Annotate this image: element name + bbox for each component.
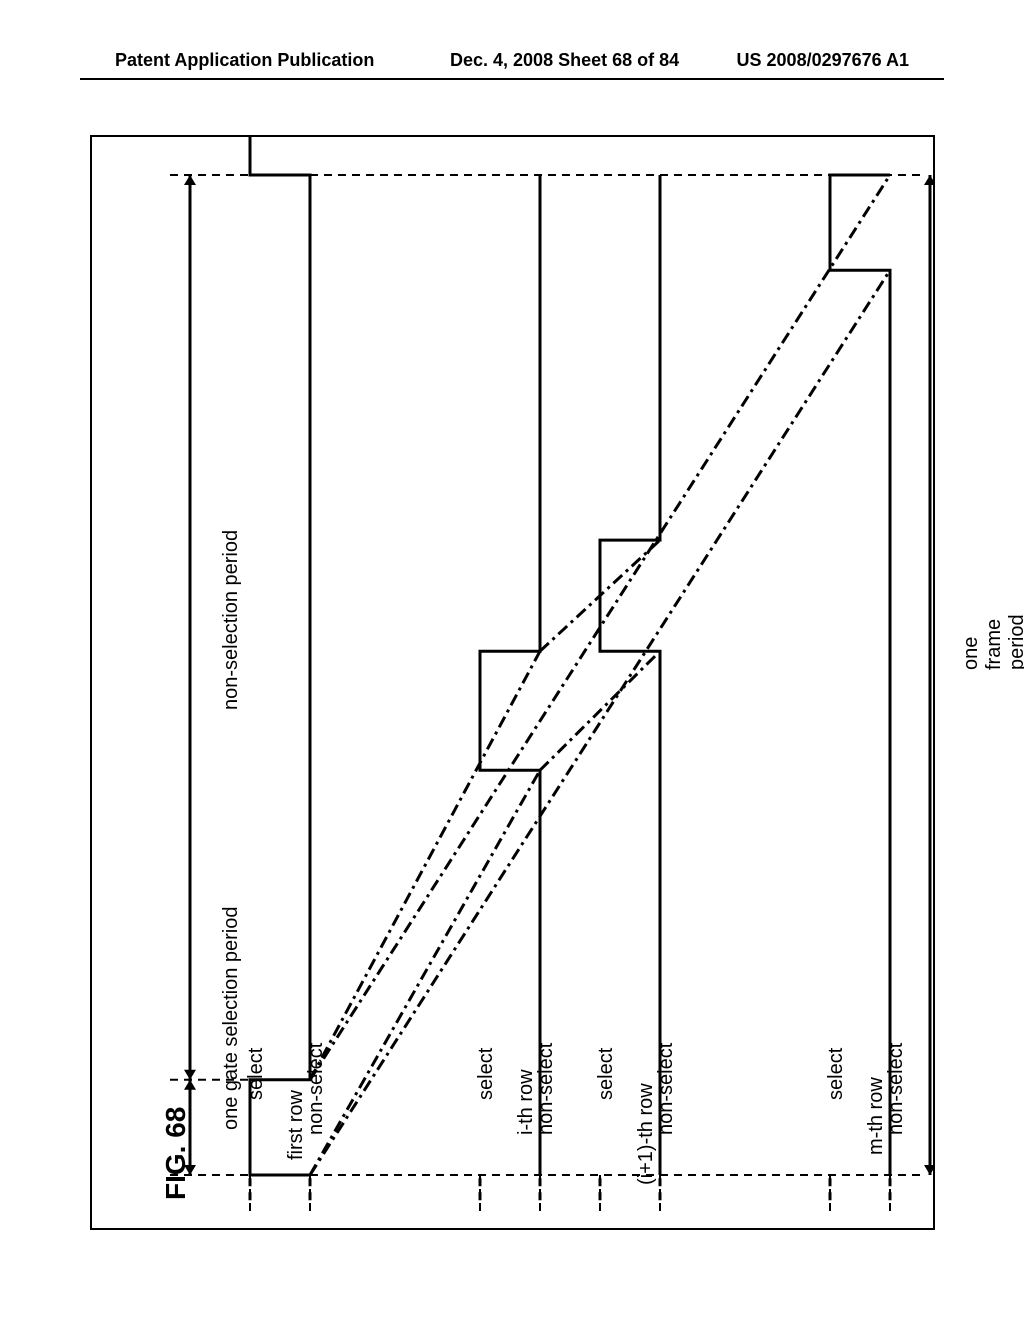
period-label-frame: one frame period	[960, 606, 1024, 670]
level-select-row1: select	[245, 1048, 268, 1100]
header-left: Patent Application Publication	[115, 50, 374, 71]
level-nonselect-row-m: non-select	[885, 1043, 908, 1135]
level-select-row-ip1: select	[595, 1048, 618, 1100]
header-middle: Dec. 4, 2008 Sheet 68 of 84	[450, 50, 679, 71]
figure-label: FIG. 68	[160, 1107, 192, 1200]
level-nonselect-row1: non-select	[305, 1043, 328, 1135]
period-label-non-select: non-selection period	[220, 530, 243, 710]
header-right: US 2008/0297676 A1	[737, 50, 909, 71]
level-select-row-m: select	[825, 1048, 848, 1100]
level-select-row-i: select	[475, 1048, 498, 1100]
period-label-gate-select: one gate selection period	[220, 907, 243, 1131]
timing-diagram	[90, 135, 935, 1230]
level-nonselect-row-i: non-select	[535, 1043, 558, 1135]
header-rule	[80, 78, 944, 80]
level-nonselect-row-ip1: non-select	[655, 1043, 678, 1135]
